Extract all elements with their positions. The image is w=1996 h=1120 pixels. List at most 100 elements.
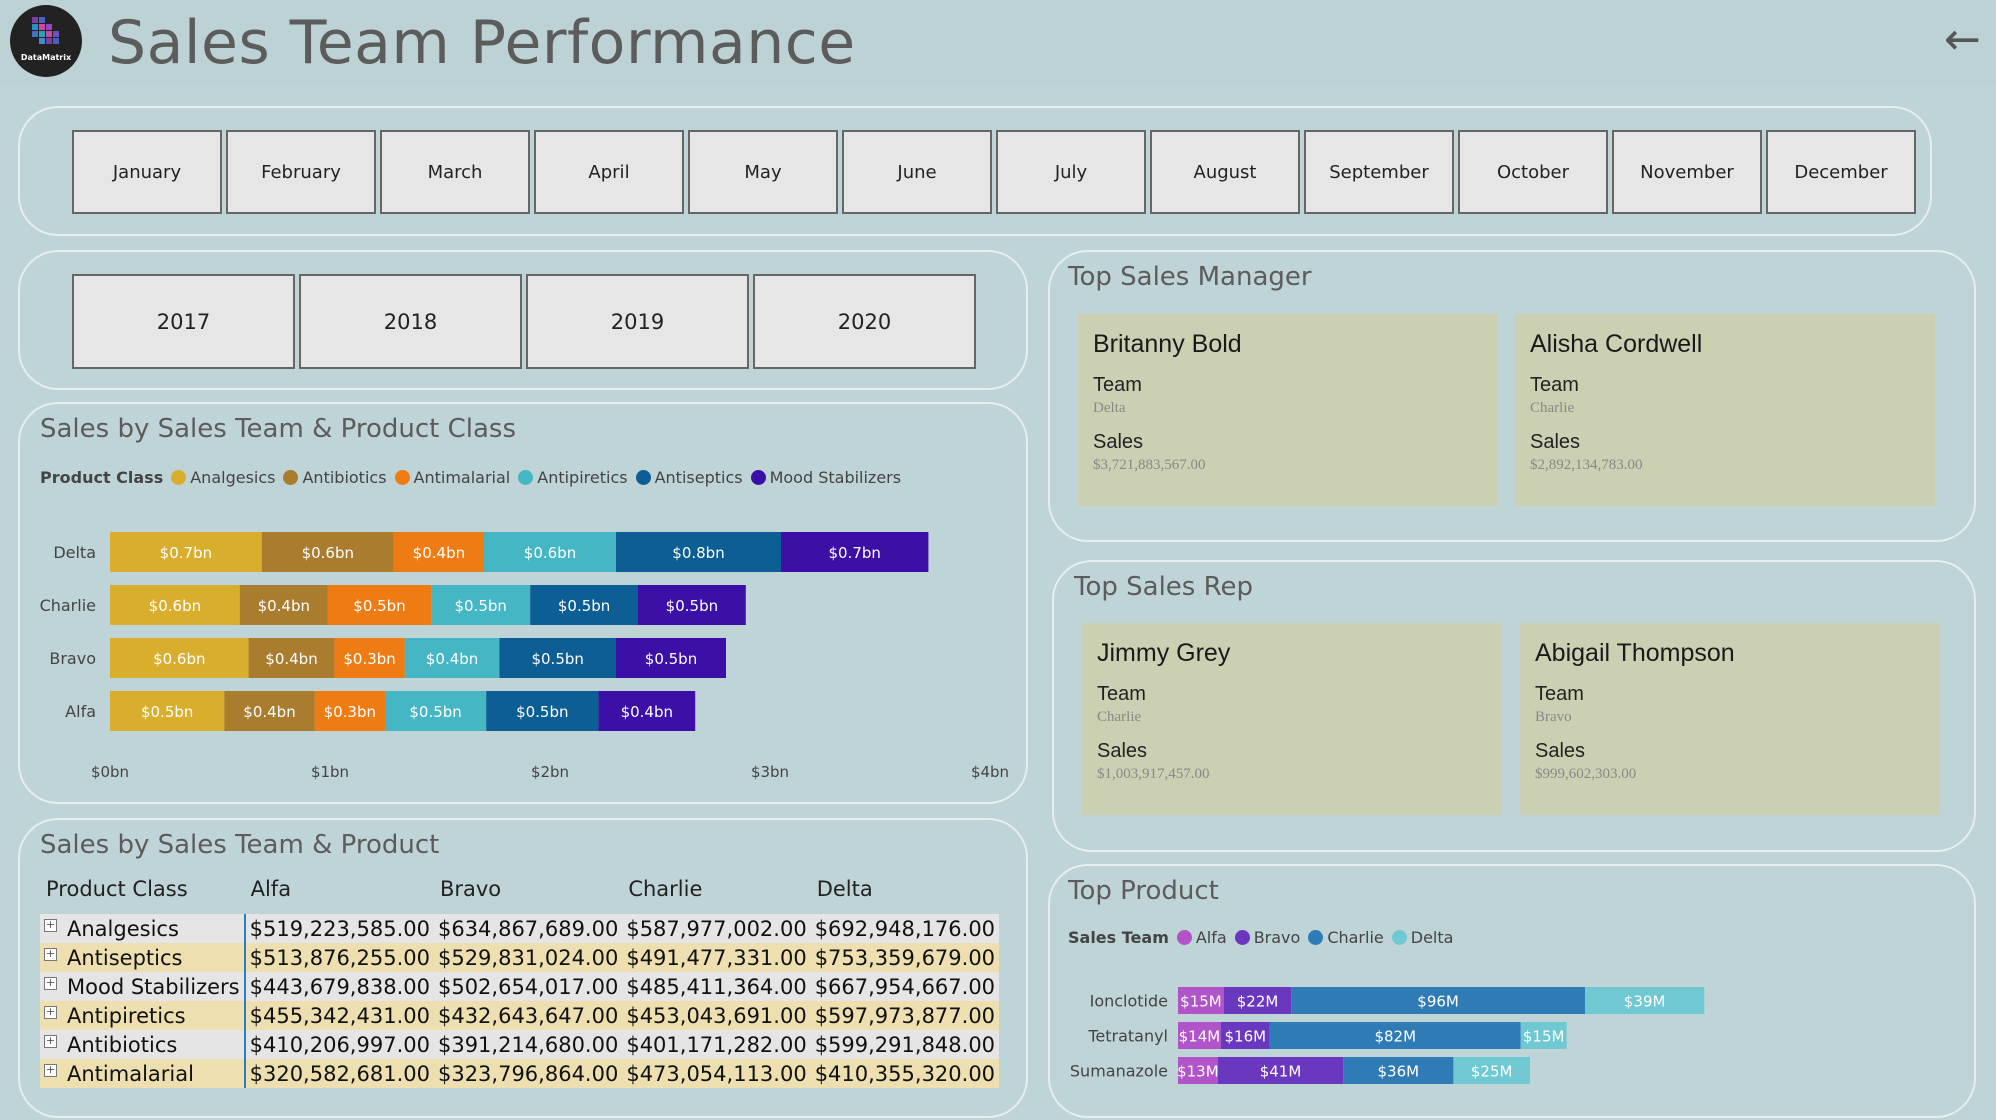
row-label: Antibiotics [67,1032,178,1057]
team-value: Charlie [1530,400,1575,416]
bar-segment[interactable] [1520,1022,1567,1049]
sales-label: Sales [1535,740,1586,762]
expand-icon[interactable]: + [44,1004,57,1019]
legend-item[interactable]: Alfa [1176,928,1227,947]
legend-item[interactable]: Antiseptics [635,468,743,487]
month-button-december[interactable]: December [1766,130,1916,214]
bar-segment[interactable] [1220,1022,1270,1049]
matrix-row: + Analgesics $519,223,585.00 $634,867,689.0… [40,914,1000,943]
x-tick-label: $4bn [971,763,1009,781]
year-button-2020[interactable]: 2020 [753,274,976,369]
bar-segment[interactable] [110,532,262,572]
legend-item[interactable]: Charlie [1308,928,1384,947]
bar-segment[interactable] [598,691,696,731]
bar-segment[interactable] [393,532,484,572]
expand-icon[interactable]: + [44,1033,57,1048]
expand-icon[interactable]: + [44,975,57,990]
bar-data-label: $39M [1624,993,1666,1011]
person-card: Jimmy Grey Team Charlie Sales $1,003,917,457… [1082,623,1502,815]
bar-segment[interactable] [616,638,726,678]
month-button-march[interactable]: March [380,130,530,214]
person-name: Jimmy Grey [1097,639,1231,667]
bar-segment[interactable] [431,585,531,625]
bar-segment[interactable] [1217,1057,1344,1084]
month-button-january[interactable]: January [72,130,222,214]
expand-icon[interactable]: + [44,1062,57,1077]
bar-data-label: $0.5bn [409,703,461,721]
top-manager-title: Top Sales Manager [1068,262,1312,292]
month-button-february[interactable]: February [226,130,376,214]
value-cell: $455,342,431.00 [244,1001,434,1030]
expand-icon[interactable]: + [44,946,57,961]
bar-segment[interactable] [1178,987,1224,1014]
row-label: Antiseptics [67,945,183,970]
month-button-november[interactable]: November [1612,130,1762,214]
bar-segment[interactable] [239,585,328,625]
legend-item[interactable]: Antipiretics [518,468,628,487]
person-card: Abigail Thompson Team Bravo Sales $999,602,3… [1520,623,1940,815]
bar-segment[interactable] [1223,987,1292,1014]
month-button-may[interactable]: May [688,130,838,214]
row-header-cell: + Antibiotics [40,1030,246,1059]
bar-segment[interactable] [1269,1022,1521,1049]
bar-segment[interactable] [224,691,315,731]
bar-segment[interactable] [314,691,385,731]
header-product-class[interactable]: Product Class [40,870,245,908]
value-cell: $597,973,877.00 [810,1001,1000,1030]
bar-segment[interactable] [1291,987,1585,1014]
year-button-2018[interactable]: 2018 [299,274,522,369]
bar-segment[interactable] [1178,1022,1221,1049]
bar-segment[interactable] [248,638,335,678]
bar-segment[interactable] [781,532,929,572]
back-arrow-icon[interactable]: ← [1944,14,1981,65]
month-button-august[interactable]: August [1150,130,1300,214]
bar-segment[interactable] [1584,987,1705,1014]
legend-item[interactable]: Antimalarial [394,468,510,487]
expand-icon[interactable]: + [44,917,57,932]
bar-segment[interactable] [404,638,500,678]
bar-data-label: $0.8bn [672,544,724,562]
row-label: Antimalarial [67,1061,194,1086]
legend-item[interactable]: Bravo [1234,928,1300,947]
bar-data-label: $41M [1260,1063,1302,1081]
month-button-june[interactable]: June [842,130,992,214]
bar-segment[interactable] [385,691,487,731]
team-class-chart-title: Sales by Sales Team & Product Class [40,414,516,444]
bar-segment[interactable] [261,532,394,572]
bar-segment[interactable] [334,638,405,678]
bar-segment[interactable] [486,691,599,731]
bar-segment[interactable] [327,585,432,625]
bar-segment[interactable] [1453,1057,1530,1084]
bar-segment[interactable] [1178,1057,1218,1084]
person-card: Britanny Bold Team Delta Sales $3,721,883,56… [1078,314,1498,506]
month-button-september[interactable]: September [1304,130,1454,214]
value-cell: $410,206,997.00 [244,1030,434,1059]
month-button-october[interactable]: October [1458,130,1608,214]
bar-segment[interactable] [484,532,616,572]
bar-segment[interactable] [638,585,746,625]
bar-segment[interactable] [110,691,225,731]
header-delta[interactable]: Delta [810,870,1000,908]
year-button-2019[interactable]: 2019 [526,274,749,369]
category-label: Ionclotide [1090,992,1168,1011]
legend-item[interactable]: Delta [1391,928,1453,947]
legend-item[interactable]: Mood Stabilizers [750,468,901,487]
bar-segment[interactable] [110,585,240,625]
bar-segment[interactable] [1343,1057,1454,1084]
bar-segment[interactable] [530,585,638,625]
legend-item[interactable]: Analgesics [171,468,275,487]
team-class-chart-legend: Product Class Analgesics Antibiotics Antim… [40,468,909,487]
header-charlie[interactable]: Charlie [622,870,811,908]
legend-item[interactable]: Antibiotics [283,468,387,487]
bar-segment[interactable] [499,638,616,678]
bar-segment[interactable] [616,532,781,572]
legend-swatch [1391,930,1407,945]
month-button-july[interactable]: July [996,130,1146,214]
header-bravo[interactable]: Bravo [433,870,623,908]
year-button-2017[interactable]: 2017 [72,274,295,369]
bar-data-label: $0.5bn [141,703,193,721]
bar-data-label: $25M [1471,1063,1513,1081]
bar-segment[interactable] [110,638,249,678]
header-alfa[interactable]: Alfa [244,870,434,908]
month-button-april[interactable]: April [534,130,684,214]
